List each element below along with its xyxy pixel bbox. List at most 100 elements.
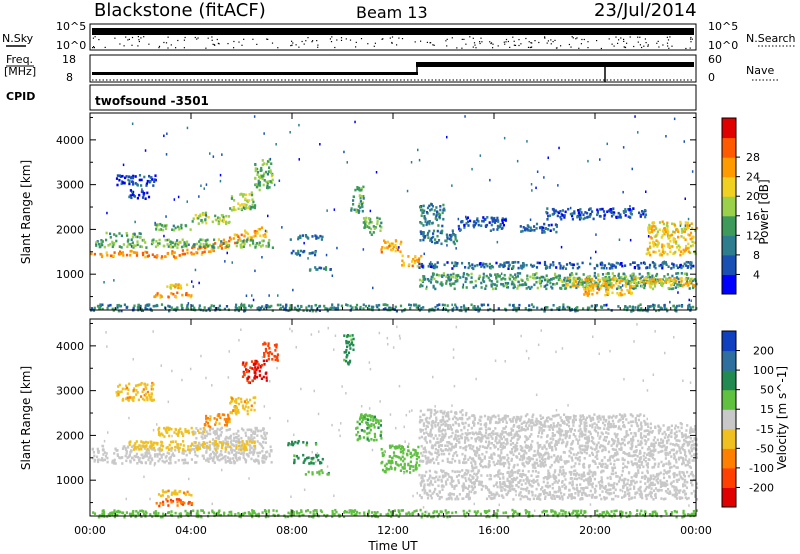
range-gate-cell <box>131 244 134 248</box>
range-gate-cell <box>253 511 256 515</box>
range-gate-cell <box>353 513 356 517</box>
range-gate-cell <box>265 180 268 184</box>
range-gate-cell <box>169 283 172 287</box>
nsearch-point <box>643 45 645 47</box>
range-gate-cell <box>670 267 673 270</box>
range-gate-cell <box>680 305 684 308</box>
range-gate-cell <box>133 251 137 254</box>
range-gate-cell <box>233 459 236 463</box>
range-gate-cell <box>403 464 406 467</box>
range-gate-cell <box>596 264 599 268</box>
range-gate-cell <box>524 509 527 512</box>
range-gate-cell <box>164 238 167 242</box>
range-gate-cell <box>220 240 223 243</box>
range-gate-cell <box>392 245 396 249</box>
range-gate-cell <box>524 281 527 285</box>
range-gate-cell <box>469 280 472 284</box>
range-gate-cell <box>195 427 198 430</box>
range-gate-cell <box>464 309 467 313</box>
range-gate-cell <box>194 461 197 464</box>
range-gate-cell <box>417 455 420 459</box>
range-gate-cell <box>256 232 259 235</box>
range-gate-cell <box>254 444 257 448</box>
range-gate-cell <box>691 279 694 282</box>
range-gate-cell <box>359 436 362 440</box>
range-gate-cell <box>500 227 503 230</box>
range-gate-cell <box>126 396 129 400</box>
range-gate-cell <box>570 307 573 311</box>
scatter-cell <box>350 307 353 311</box>
range-gate-cell <box>684 221 687 224</box>
scatter-cell <box>177 195 180 199</box>
range-gate-cell <box>262 375 265 379</box>
range-gate-cell <box>234 241 237 245</box>
nsearch-point <box>211 39 213 41</box>
range-gate-cell <box>415 461 418 464</box>
range-gate-cell <box>568 280 571 284</box>
range-gate-cell <box>426 206 430 210</box>
range-gate-cell <box>293 461 296 464</box>
range-gate-cell <box>687 226 690 230</box>
range-gate-cell <box>567 283 570 287</box>
range-gate-cell <box>543 263 547 266</box>
range-gate-cell <box>585 278 588 282</box>
range-gate-cell <box>669 245 672 248</box>
nsearch-point <box>355 41 357 43</box>
range-gate-cell <box>266 160 270 163</box>
range-gate-cell <box>596 208 599 212</box>
nsearch-point <box>570 46 572 48</box>
nsearch-point <box>196 38 198 40</box>
range-gate-cell <box>689 237 692 241</box>
range-gate-cell <box>205 414 208 418</box>
range-gate-cell <box>263 179 266 182</box>
range-gate-cell <box>264 305 267 309</box>
range-gate-cell <box>146 307 149 311</box>
range-gate-cell <box>91 448 94 451</box>
range-gate-cell <box>271 178 274 182</box>
range-gate-cell <box>539 281 542 285</box>
range-gate-cell <box>224 447 227 450</box>
range-gate-cell <box>165 431 168 434</box>
range-gate-cell <box>230 510 233 514</box>
range-gate-cell <box>237 235 240 238</box>
range-gate-cell <box>138 457 141 460</box>
range-gate-cell <box>334 308 337 311</box>
range-gate-cell <box>182 452 185 455</box>
range-gate-cell <box>609 263 612 267</box>
scatter-cell <box>325 253 328 257</box>
range-gate-cell <box>242 456 245 459</box>
range-gate-cell <box>162 244 165 248</box>
range-gate-cell <box>345 303 348 306</box>
range-gate-cell <box>368 304 371 308</box>
range-gate-cell <box>248 199 251 202</box>
range-gate-cell <box>128 512 132 516</box>
range-gate-cell <box>190 503 193 506</box>
range-gate-cell <box>161 433 164 437</box>
range-gate-cell <box>511 508 514 512</box>
range-gate-cell <box>174 511 177 515</box>
range-gate-cell <box>174 490 177 494</box>
range-gate-cell <box>643 277 646 280</box>
range-gate-cell <box>430 203 433 206</box>
range-gate-cell <box>640 307 643 310</box>
range-gate-cell <box>408 303 411 307</box>
nsearch-point <box>624 46 627 49</box>
range-gate-cell <box>362 195 365 198</box>
range-gate-cell <box>186 248 189 252</box>
range-gate-cell <box>650 483 653 487</box>
range-gate-cell <box>530 303 534 306</box>
range-gate-cell <box>186 305 189 308</box>
range-gate-cell <box>348 509 351 512</box>
range-gate-cell <box>535 222 539 226</box>
range-gate-cell <box>476 217 479 220</box>
range-gate-cell <box>262 460 265 464</box>
range-gate-cell <box>592 217 595 221</box>
range-gate-cell <box>675 279 678 283</box>
range-gate-cell <box>685 244 688 248</box>
range-gate-cell <box>336 308 339 311</box>
range-gate-cell <box>261 511 264 514</box>
range-gate-cell <box>421 284 424 288</box>
nsearch-point <box>690 41 692 43</box>
range-gate-cell <box>481 263 484 267</box>
range-gate-cell <box>215 449 218 453</box>
